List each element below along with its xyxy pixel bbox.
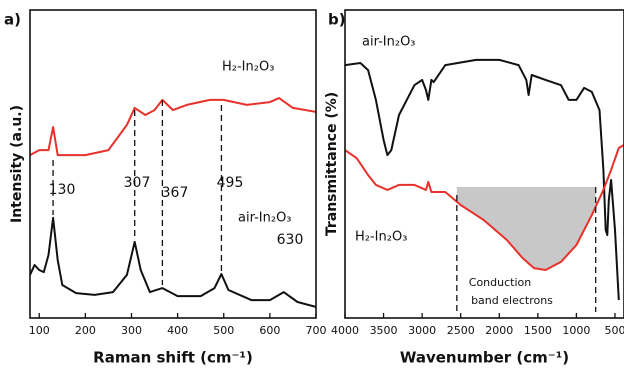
legend-label: H₂-In₂O₃ <box>222 60 274 75</box>
series-line <box>30 97 316 157</box>
x-tick-label: 600 <box>259 324 280 337</box>
panel-label: a) <box>4 11 21 29</box>
x-tick-label: 1000 <box>562 324 590 337</box>
y-axis-label: Intensity (a.u.) <box>9 105 25 223</box>
legend-label: air-In₂O₃ <box>238 211 292 226</box>
x-tick-label: 500 <box>604 324 624 337</box>
series-line <box>30 216 316 308</box>
series-line <box>345 58 620 301</box>
x-axis-label: Wavenumber (cm⁻¹) <box>400 349 569 367</box>
legend-label: H₂-In₂O₃ <box>355 230 407 245</box>
x-tick-label: 2000 <box>485 324 513 337</box>
x-tick-label: 500 <box>213 324 234 337</box>
x-tick-label: 300 <box>121 324 142 337</box>
x-tick-label: 4000 <box>331 324 359 337</box>
peak-label: 367 <box>162 185 189 201</box>
plot-frame <box>344 9 624 319</box>
peak-label: 495 <box>217 175 244 191</box>
peak-label: 630 <box>277 232 304 248</box>
annotation: band electrons <box>471 294 553 307</box>
y-axis-label: Transmittance (%) <box>324 92 340 236</box>
x-tick-label: 3000 <box>408 324 436 337</box>
legend-label: air-In₂O₃ <box>362 35 416 50</box>
plot-frame <box>29 9 317 319</box>
x-tick-label: 1500 <box>524 324 552 337</box>
x-tick-label: 700 <box>306 324 327 337</box>
x-tick-label: 3500 <box>370 324 398 337</box>
series-line <box>345 144 624 271</box>
x-axis-label: Raman shift (cm⁻¹) <box>93 349 253 367</box>
x-tick-label: 100 <box>29 324 50 337</box>
x-tick-label: 200 <box>75 324 96 337</box>
shaded-region <box>456 187 596 270</box>
x-tick-label: 400 <box>167 324 188 337</box>
peak-label: 130 <box>49 182 76 198</box>
peak-label: 307 <box>124 175 151 191</box>
panel-label: b) <box>328 11 346 29</box>
annotation: Conduction <box>469 276 531 289</box>
x-tick-label: 2500 <box>447 324 475 337</box>
